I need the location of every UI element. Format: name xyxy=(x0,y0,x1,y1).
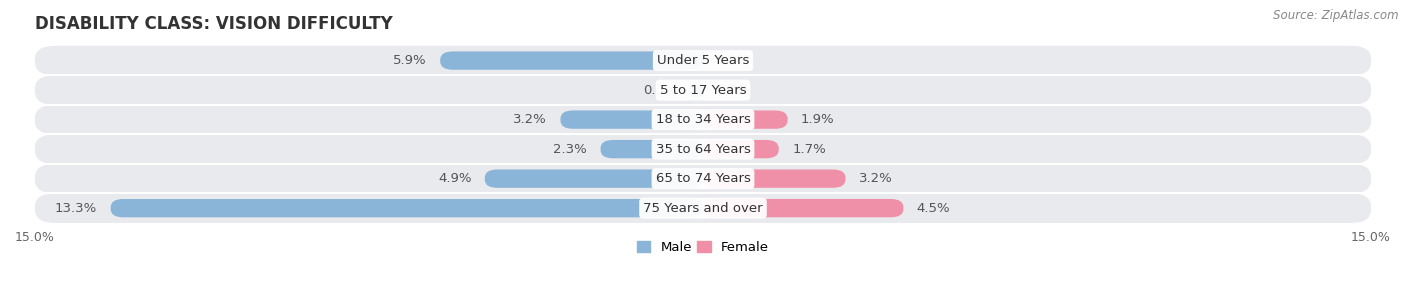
FancyBboxPatch shape xyxy=(35,164,1371,193)
Text: 3.2%: 3.2% xyxy=(513,113,547,126)
Text: 1.7%: 1.7% xyxy=(792,143,825,156)
FancyBboxPatch shape xyxy=(35,193,1371,223)
Text: DISABILITY CLASS: VISION DIFFICULTY: DISABILITY CLASS: VISION DIFFICULTY xyxy=(35,15,392,33)
FancyBboxPatch shape xyxy=(703,199,904,217)
Legend: Male, Female: Male, Female xyxy=(631,236,775,260)
Text: 35 to 64 Years: 35 to 64 Years xyxy=(655,143,751,156)
Text: 3.2%: 3.2% xyxy=(859,172,893,185)
FancyBboxPatch shape xyxy=(600,140,703,158)
Text: 18 to 34 Years: 18 to 34 Years xyxy=(655,113,751,126)
Text: 0.0%: 0.0% xyxy=(717,84,749,97)
Text: Under 5 Years: Under 5 Years xyxy=(657,54,749,67)
FancyBboxPatch shape xyxy=(35,75,1371,105)
Text: 2.3%: 2.3% xyxy=(554,143,588,156)
Text: Source: ZipAtlas.com: Source: ZipAtlas.com xyxy=(1274,9,1399,22)
Text: 1.9%: 1.9% xyxy=(801,113,835,126)
FancyBboxPatch shape xyxy=(35,46,1371,75)
FancyBboxPatch shape xyxy=(35,134,1371,164)
Text: 5 to 17 Years: 5 to 17 Years xyxy=(659,84,747,97)
Text: 65 to 74 Years: 65 to 74 Years xyxy=(655,172,751,185)
FancyBboxPatch shape xyxy=(485,170,703,188)
Text: 75 Years and over: 75 Years and over xyxy=(643,202,763,215)
FancyBboxPatch shape xyxy=(703,140,779,158)
Text: 0.3%: 0.3% xyxy=(643,84,676,97)
FancyBboxPatch shape xyxy=(703,110,787,129)
Text: 13.3%: 13.3% xyxy=(55,202,97,215)
FancyBboxPatch shape xyxy=(689,81,703,99)
Text: 0.0%: 0.0% xyxy=(717,54,749,67)
Text: 4.5%: 4.5% xyxy=(917,202,950,215)
FancyBboxPatch shape xyxy=(703,170,845,188)
Text: 4.9%: 4.9% xyxy=(437,172,471,185)
FancyBboxPatch shape xyxy=(35,105,1371,134)
FancyBboxPatch shape xyxy=(440,51,703,70)
FancyBboxPatch shape xyxy=(111,199,703,217)
Text: 5.9%: 5.9% xyxy=(394,54,427,67)
FancyBboxPatch shape xyxy=(561,110,703,129)
